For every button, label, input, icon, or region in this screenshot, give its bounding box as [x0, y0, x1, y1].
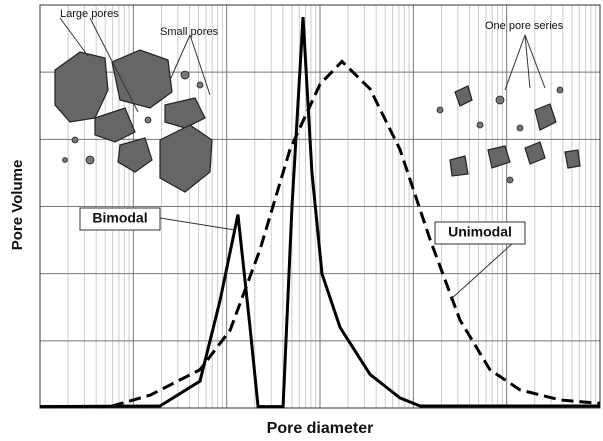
right-illustration	[437, 35, 580, 183]
x-axis-label: Pore diameter	[267, 420, 374, 437]
annotation: Large pores	[60, 8, 119, 20]
legend-label: Bimodal	[92, 210, 147, 226]
y-axis-label: Pore Volume	[9, 160, 26, 251]
chart: Large pores Small pores One pore series …	[0, 0, 603, 441]
annotation: One pore series	[485, 20, 564, 32]
legend-arrow	[160, 218, 235, 230]
annotation: Small pores	[160, 26, 219, 38]
legend-label: Unimodal	[448, 224, 512, 240]
